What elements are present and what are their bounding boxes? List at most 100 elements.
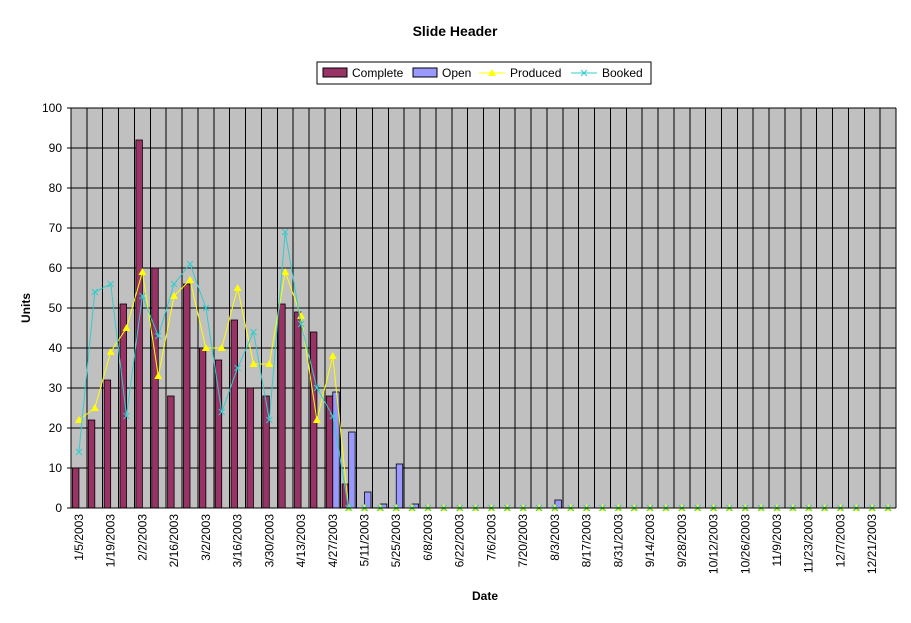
point-booked-13 [281,228,289,236]
x-tick-label: 10/26/2003 [738,514,752,574]
point-booked-3 [123,412,130,420]
x-tick-label: 3/2/2003 [199,514,213,561]
point-produced-9 [217,344,226,351]
x-tick-label: 6/22/2003 [453,514,467,568]
point-produced-12 [265,360,274,367]
y-tick-label: 10 [49,461,63,475]
x-tick-label: 2/16/2003 [167,514,181,568]
x-tick-label: 11/9/2003 [770,514,784,567]
plot-area: 0 10 20 30 40 50 60 70 80 90 100 1/5/2003 1/19/2003 2… [42,101,897,574]
bar-complete-8 [198,347,207,509]
x-tick-label: 7/6/2003 [484,514,498,561]
x-tick-label: 8/31/2003 [611,514,625,568]
bar-open-17 [348,431,356,509]
x-tick-label: 4/13/2003 [294,514,308,568]
x-tick-label: 10/12/2003 [707,514,721,574]
x-tick-label: 9/14/2003 [643,514,657,568]
point-produced-11 [249,360,258,367]
bar-complete-11 [246,387,254,509]
legend-label-complete: Complete [352,66,404,80]
x-tick-label: 7/20/2003 [516,514,530,568]
bar-complete-7 [183,283,191,509]
bar-complete-10 [230,319,238,509]
bar-complete-5 [151,267,159,509]
x-tick-label: 9/28/2003 [675,514,689,568]
x-tick-label: 12/7/2003 [834,514,848,568]
x-tick-label: 8/3/2003 [548,514,562,561]
point-booked-2 [107,280,115,288]
point-booked-1 [91,288,99,296]
bar-open-18 [364,491,372,509]
bar-complete-9 [214,359,223,509]
y-tick-label: 0 [55,501,62,515]
point-booked-11 [250,328,257,336]
x-tick-label: 2/2/2003 [135,514,149,561]
point-booked-4 [139,292,146,300]
legend-label-open: Open [442,66,471,80]
chart-title: Slide Header [413,23,498,39]
legend-swatch-complete [322,67,348,78]
point-booked-9 [218,408,226,416]
x-tick-label: 6/8/2003 [421,514,435,561]
point-produced-16 [328,352,337,359]
y-tick-label: 90 [49,141,63,155]
point-produced-8 [201,344,210,351]
point-produced-7 [185,276,194,283]
legend-swatch-open [412,67,438,78]
y-tick-label: 100 [42,101,62,115]
point-booked-14 [297,320,305,328]
legend: Complete Open Produced Booked [316,61,652,85]
point-booked-15 [313,384,321,392]
point-produced-13 [281,268,290,275]
y-tick-label: 80 [49,181,63,195]
point-produced-14 [297,312,306,319]
point-produced-15 [312,416,321,423]
x-tick-label: 11/23/2003 [802,514,816,573]
x-tick-label: 12/21/2003 [865,514,879,574]
bar-complete-6 [167,395,175,509]
legend-label-produced: Produced [510,66,561,80]
y-tick-label: 30 [49,381,63,395]
x-tick-label: 3/30/2003 [262,514,276,568]
point-produced-6 [170,292,179,299]
point-booked-6 [170,280,178,288]
point-produced-10 [233,284,242,291]
bar-complete-16 [325,395,334,509]
point-produced-0 [74,416,83,423]
x-tick-label: 5/25/2003 [389,514,403,568]
y-axis-title: Units [19,293,33,323]
point-booked-7 [186,260,194,268]
bar-open-20 [395,463,404,509]
point-produced-3 [122,324,131,331]
point-booked-5 [154,332,162,340]
point-booked-8 [202,304,210,312]
bar-complete-14 [294,311,302,509]
y-tick-label: 20 [49,421,63,435]
bar-complete-1 [87,419,96,509]
legend-marker-booked [580,69,588,77]
bar-complete-13 [278,303,286,509]
x-axis-title: Date [472,589,498,603]
y-tick-label: 40 [49,341,63,355]
point-produced-2 [106,348,115,355]
point-booked-10 [234,364,241,372]
bar-complete-2 [103,379,112,509]
legend-marker-produced [488,69,496,76]
point-booked-16 [329,412,337,420]
point-produced-4 [138,268,147,275]
point-booked-0 [75,448,83,456]
x-tick-label: 8/17/2003 [580,514,594,568]
legend-label-booked: Booked [602,66,643,80]
point-produced-1 [90,404,99,411]
point-produced-5 [154,372,163,379]
y-tick-label: 70 [49,221,63,235]
bar-complete-0 [72,467,80,509]
y-tick-label: 50 [49,301,63,315]
x-tick-label: 5/11/2003 [358,514,372,567]
x-tick-label: 1/19/2003 [104,514,118,568]
y-tick-label: 60 [49,261,63,275]
x-tick-label: 1/5/2003 [72,514,86,561]
x-tick-label: 3/16/2003 [231,514,245,568]
point-booked-12 [265,416,273,424]
